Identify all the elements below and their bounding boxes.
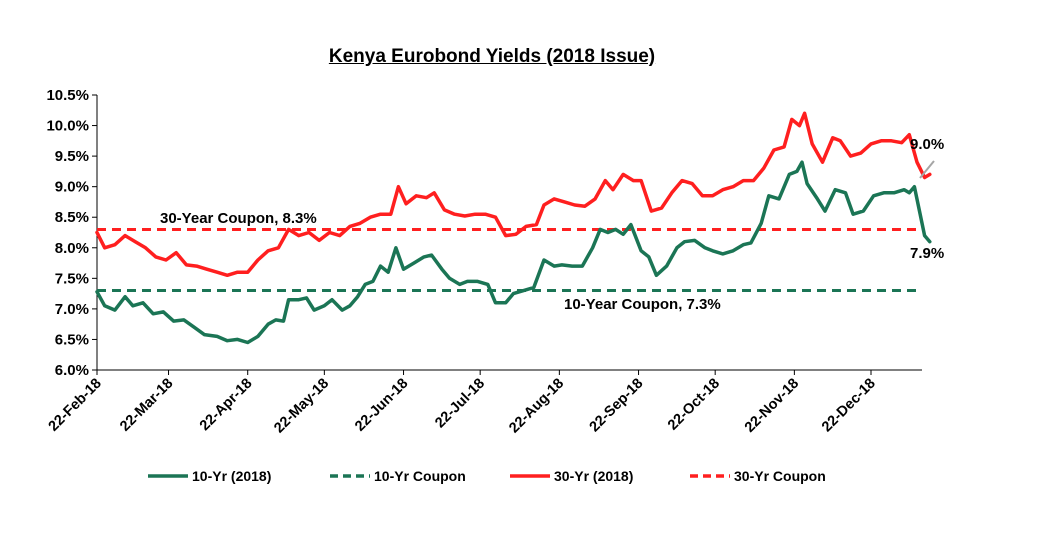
y-tick-label: 6.0% (55, 362, 89, 379)
axes-layer: 6.0% 6.5% 7.0% 7.5% 8.0% 8.5% 9.0% 9.5% 10.0% 10.… (46, 87, 922, 436)
y-tick-label: 9.0% (55, 179, 89, 196)
y-tick-label: 8.5% (55, 209, 89, 226)
x-tick-label: 22-Jul-18 (432, 376, 488, 432)
x-tick-label: 22-Feb-18 (46, 376, 105, 435)
legend-label-10-yr-2018: 10-Yr (2018) (192, 468, 271, 484)
y-tick-label: 9.5% (55, 148, 89, 165)
annotation-10yr-last: 7.9% (910, 245, 944, 262)
y-tick-label: 10.5% (46, 87, 89, 104)
y-tick-label: 6.5% (55, 331, 89, 348)
series-30-yr-2018-line (95, 111, 932, 278)
legend-label-30-yr-coupon: 30-Yr Coupon (734, 468, 826, 484)
x-tick-label: 22-Nov-18 (742, 376, 802, 436)
annotation-10yr-coupon: 10-Year Coupon, 7.3% (564, 296, 721, 313)
x-tick-label: 22-Sep-18 (587, 376, 647, 436)
y-tick-label: 7.0% (55, 301, 89, 318)
x-tick-label: 22-May-18 (271, 376, 332, 437)
y-tick-label: 7.5% (55, 270, 89, 287)
chart-title: Kenya Eurobond Yields (2018 Issue) (328, 46, 656, 67)
x-tick-label: 22-Dec-18 (819, 376, 879, 436)
legend-label-30-yr-2018: 30-Yr (2018) (554, 468, 633, 484)
annotation-30yr-coupon: 30-Year Coupon, 8.3% (160, 210, 317, 227)
annotation-30yr-last: 9.0% (910, 136, 944, 153)
y-tick-label: 8.0% (55, 240, 89, 257)
x-tick-label: 22-Oct-18 (665, 376, 723, 434)
series-layer (95, 111, 932, 345)
series-10-yr-2018-line (95, 160, 932, 345)
annotation-leader-line (919, 160, 935, 179)
x-tick-label: 22-Aug-18 (506, 376, 567, 437)
coupon-lines-layer (97, 227, 922, 293)
annotations-layer: 30-Year Coupon, 8.3% 10-Year Coupon, 7.3… (160, 136, 944, 313)
x-tick-label: 22-Mar-18 (117, 376, 176, 435)
x-tick-label: 22-Jun-18 (352, 376, 411, 435)
y-tick-label: 10.0% (46, 118, 89, 135)
legend: 10-Yr (2018) 10-Yr Coupon 30-Yr (2018) 30-Y… (148, 468, 826, 484)
x-tick-label: 22-Apr-18 (197, 376, 256, 435)
legend-label-10-yr-coupon: 10-Yr Coupon (374, 468, 466, 484)
